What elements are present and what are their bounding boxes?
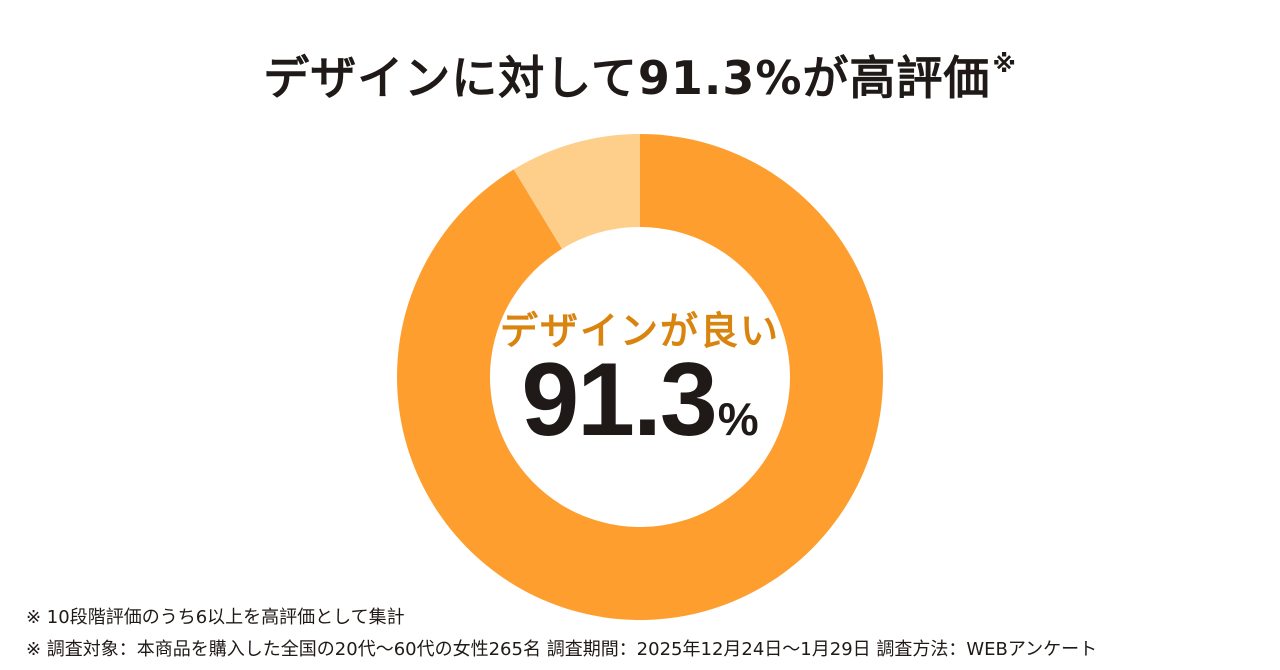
footnote-1: ※ 10段階評価のうち6以上を高評価として集計	[26, 607, 405, 628]
donut-slices	[396, 134, 883, 620]
center-value-number: 91.3	[521, 342, 717, 458]
page-title: デザインに対して91.3%が高評価※	[0, 42, 1280, 108]
center-label: デザインが良い	[499, 309, 780, 353]
donut-slice-1	[396, 134, 883, 620]
center-value: 91.3%	[440, 348, 840, 452]
page-title-text: デザインに対して91.3%が高評価	[263, 51, 991, 105]
donut-slice-2	[513, 134, 640, 249]
center-value-unit: %	[717, 393, 759, 445]
title-note-mark: ※	[992, 50, 1017, 78]
footnote-2: ※ 調査対象：本商品を購入した全国の20代〜60代の女性265名 調査期間：20…	[26, 639, 1098, 660]
